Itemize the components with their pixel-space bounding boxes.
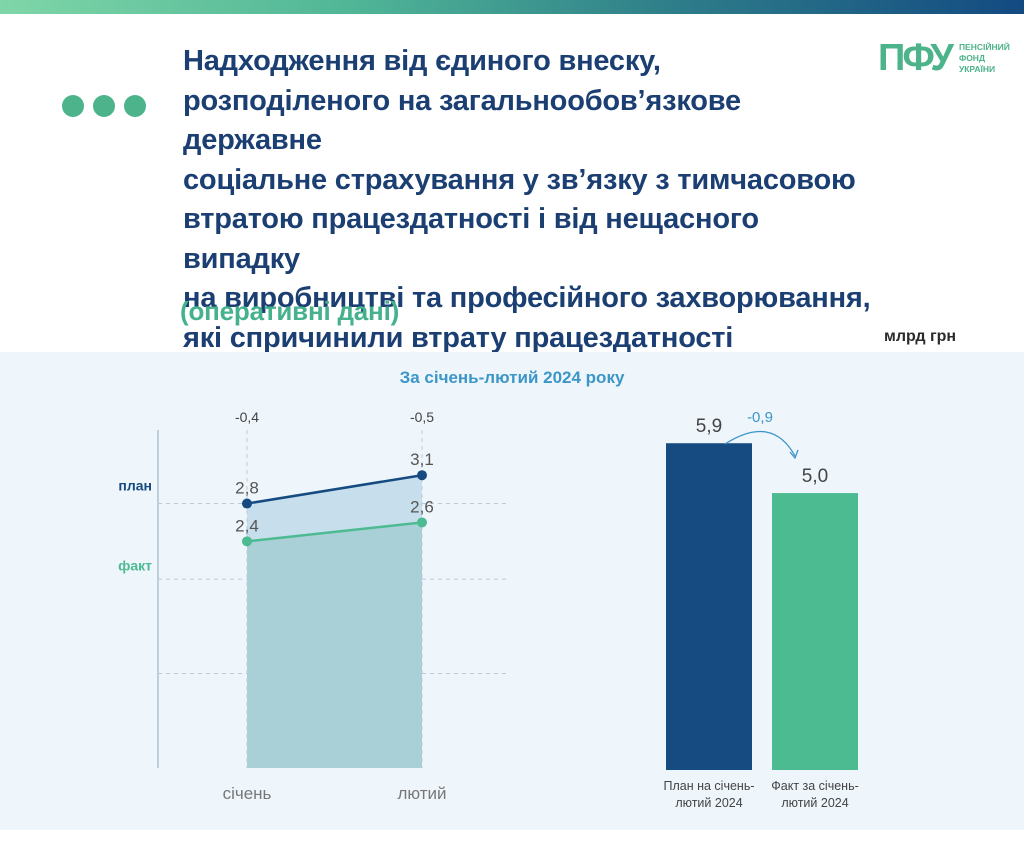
bar-category-label: лютий 2024 — [781, 796, 848, 810]
title-line: які спричинили втрату працездатності — [183, 321, 734, 354]
decorative-dots — [62, 95, 146, 117]
logo-text-line: ФОНД — [958, 53, 985, 63]
plan-point — [417, 470, 427, 481]
bar-difference-label: -0,9 — [747, 409, 773, 426]
fact-data-label: 2,4 — [235, 516, 259, 535]
unit-label: млрд грн — [884, 328, 957, 345]
bar-category-label: лютий 2024 — [675, 796, 742, 810]
plan-data-label: 3,1 — [410, 450, 434, 469]
fact-area — [247, 522, 422, 768]
plan-line — [246, 473, 423, 505]
x-tick-label: січень — [223, 784, 272, 803]
dot — [93, 95, 115, 117]
bar-value-label: 5,0 — [802, 466, 828, 487]
logo-text: ПЕНСІЙНИЙ ФОНД УКРАЇНИ — [959, 42, 1010, 75]
difference-arrow — [724, 430, 796, 457]
difference-arrow-head — [789, 449, 799, 460]
bottom-strip — [0, 830, 1024, 858]
fact-series-label: факт — [118, 557, 152, 573]
difference-label: -0,5 — [410, 409, 434, 425]
logo-text-line: ПЕНСІЙНИЙ — [958, 42, 1010, 52]
logo-mark: ПФУ — [878, 37, 954, 79]
plan-point — [242, 498, 252, 509]
charts-canvas: 2,8 2,4 -0,4 січень 3,1 2,6 -0,5 лютий план факт 5… — [118, 409, 859, 810]
top-gradient-stripe — [0, 0, 1024, 14]
bar — [666, 443, 752, 770]
bar-category-label: План на січень- — [663, 779, 754, 793]
dot — [124, 95, 146, 117]
fact-point — [242, 536, 252, 547]
fact-line — [246, 521, 423, 543]
bar — [772, 493, 858, 770]
dot — [62, 95, 84, 117]
x-tick-label: лютий — [397, 784, 446, 803]
bar-value-label: 5,9 — [696, 416, 722, 437]
fact-point — [417, 517, 427, 528]
plan-data-label: 2,8 — [235, 479, 259, 498]
bar-category-label: Факт за січень- — [771, 779, 859, 793]
plan-fact-gap-area — [247, 475, 422, 542]
logo-text-line: УКРАЇНИ — [958, 64, 996, 74]
difference-label: -0,4 — [235, 409, 259, 425]
title-line: розподіленого на загальнообов’язкове дер… — [183, 84, 741, 157]
title-line: втратою працездатності і від нещасного в… — [183, 203, 759, 275]
pfu-logo: ПФУ ПЕНСІЙНИЙ ФОНД УКРАЇНИ — [878, 38, 1010, 78]
title-line: на виробництві та професійного захворюва… — [183, 282, 871, 314]
fact-data-label: 2,6 — [410, 497, 434, 516]
chart-panel-title: За січень-лютий 2024 року — [399, 368, 625, 387]
page-title: Надходження від єдиного внеску, розподіл… — [183, 42, 883, 358]
title-line: соціальне страхування у зв’язку з тимчас… — [183, 163, 856, 196]
page-subtitle: (оперативні дані) — [180, 296, 400, 326]
plan-series-label: план — [118, 478, 152, 494]
title-line: Надходження від єдиного внеску, — [183, 45, 661, 77]
